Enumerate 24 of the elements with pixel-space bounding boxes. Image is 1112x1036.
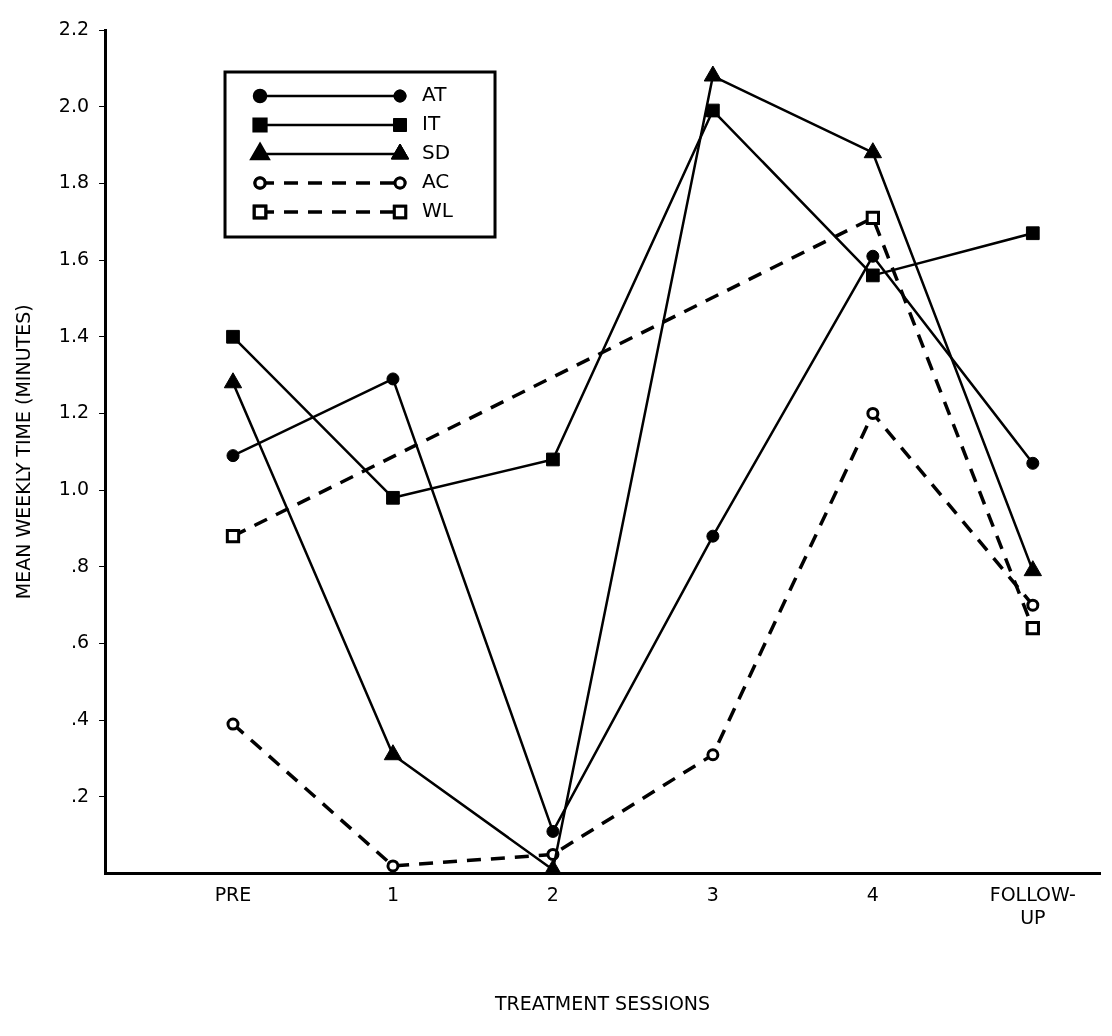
y-tick-label: .2: [70, 783, 90, 806]
legend-label: AT: [422, 82, 448, 107]
x-tick-label: 3: [706, 882, 719, 905]
x-tick-label: 2: [546, 882, 559, 905]
x-tick-label: FOLLOW-UP: [989, 882, 1076, 928]
legend-label: AC: [422, 169, 450, 194]
y-tick-label: .8: [70, 553, 90, 576]
y-tick-label: 1.4: [58, 323, 90, 346]
y-tick-label: 2.0: [58, 93, 90, 116]
y-tick-label: 1.8: [58, 170, 90, 193]
legend-label: WL: [422, 198, 454, 223]
y-tick-label: .6: [70, 630, 90, 653]
y-tick-label: .4: [70, 707, 90, 730]
x-tick-label: 4: [866, 882, 879, 905]
y-tick-label: 1.6: [58, 247, 90, 270]
y-tick-label: 2.2: [58, 16, 90, 39]
legend-label: IT: [422, 111, 441, 136]
x-tick-label: 1: [386, 882, 399, 905]
y-tick-label: 1.2: [58, 400, 90, 423]
y-axis-title: MEAN WEEKLY TIME (MINUTES): [12, 304, 35, 600]
x-axis-title: TREATMENT SESSIONS: [493, 991, 711, 1014]
x-tick-label: PRE: [214, 882, 252, 905]
legend-label: SD: [422, 140, 451, 165]
y-tick-label: 1.0: [58, 477, 90, 500]
